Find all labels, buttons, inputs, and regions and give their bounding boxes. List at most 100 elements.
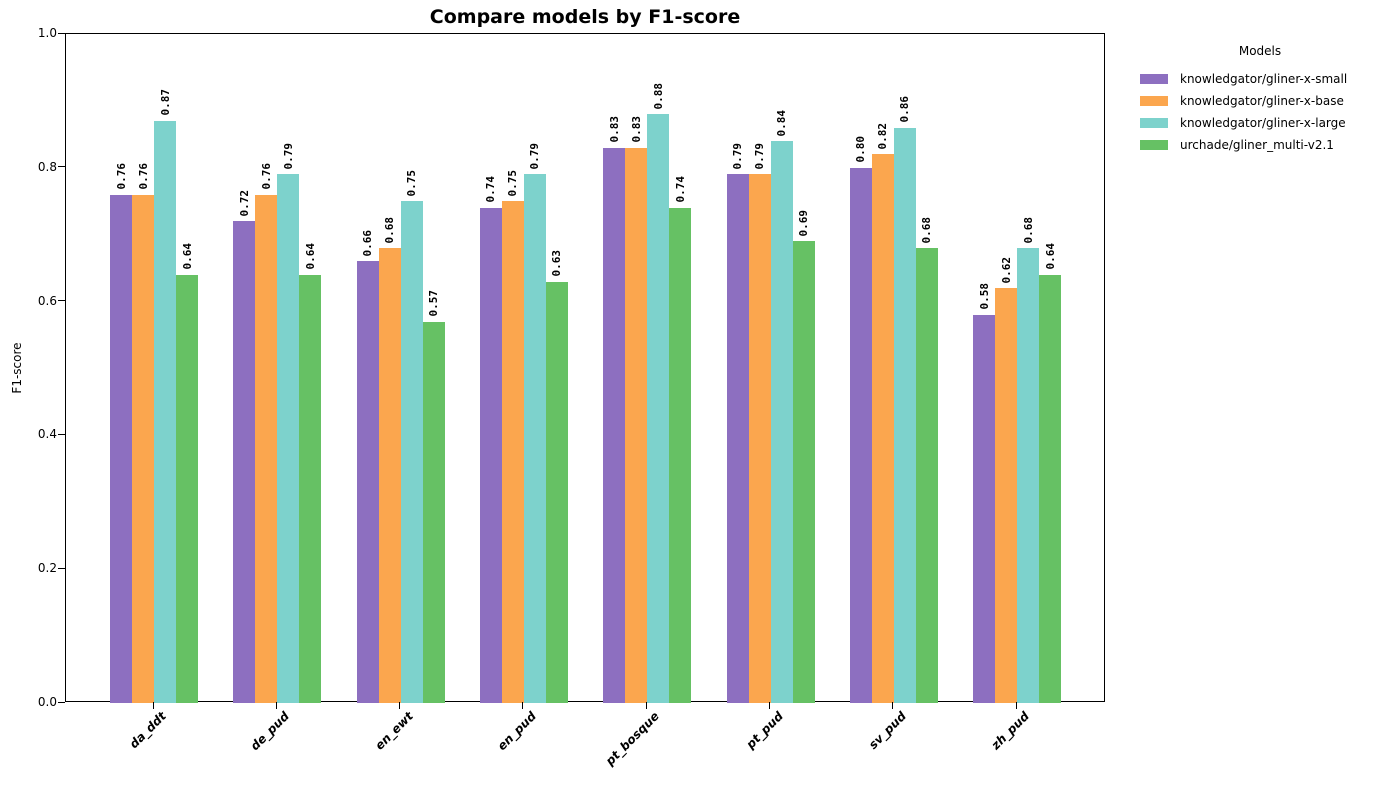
x-tick-label: pt_pud — [743, 709, 786, 752]
x-tick-mark — [645, 702, 647, 709]
bar-value-label: 0.68 — [919, 191, 935, 244]
bar — [625, 147, 648, 703]
x-tick-mark — [275, 702, 277, 709]
bar-value-text: 0.79 — [281, 142, 295, 170]
bar-value-label: 0.66 — [360, 204, 376, 257]
bar-value-text: 0.57 — [427, 290, 441, 317]
bar-value-label: 0.57 — [426, 265, 442, 317]
bar-value-text: 0.72 — [237, 189, 251, 217]
bar-value-label: 0.76 — [135, 138, 151, 190]
bar-value-label: 0.64 — [179, 218, 195, 270]
bar-value-label: 0.76 — [113, 138, 129, 190]
bar-value-label: 0.86 — [897, 71, 913, 123]
bar — [356, 261, 379, 703]
bar-value-text: 0.58 — [977, 283, 991, 310]
bar — [849, 167, 872, 703]
bar — [726, 174, 749, 703]
bar — [871, 154, 894, 703]
y-tick-label: 0.0 — [37, 695, 57, 709]
bar-value-text: 0.69 — [797, 209, 811, 237]
bar-value-label: 0.82 — [875, 97, 891, 150]
y-tick-mark — [58, 567, 65, 569]
bar-value-label: 0.87 — [157, 64, 173, 116]
bar-value-text: 0.68 — [920, 216, 934, 244]
bar-value-text: 0.62 — [999, 256, 1013, 284]
bar — [1039, 274, 1062, 703]
bar-value-label: 0.80 — [853, 111, 869, 163]
legend-entries: knowledgator/gliner-x-small knowledgator/… — [1140, 68, 1380, 156]
bar-value-text: 0.87 — [158, 89, 172, 116]
bar-value-text: 0.63 — [550, 250, 564, 277]
bar-value-text: 0.83 — [607, 116, 621, 143]
bar — [545, 281, 568, 703]
bar-value-label: 0.74 — [483, 151, 499, 203]
legend-entry: urchade/gliner_multi-v2.1 — [1140, 134, 1380, 156]
x-tick-label: sv_pud — [865, 709, 909, 752]
legend-entry-label: knowledgator/gliner-x-large — [1180, 116, 1346, 130]
bar-value-text: 0.80 — [854, 136, 868, 163]
legend-swatch — [1140, 140, 1168, 150]
bar — [647, 114, 670, 703]
bar-value-text: 0.83 — [629, 116, 643, 143]
bar — [995, 288, 1018, 703]
bar-value-label: 0.79 — [527, 117, 543, 170]
legend-entry-label: knowledgator/gliner-x-base — [1180, 94, 1344, 108]
x-tick-label: pt_bosque — [603, 709, 663, 769]
bar — [770, 141, 793, 703]
bar-value-text: 0.66 — [361, 229, 375, 257]
legend-title: Models — [1238, 44, 1282, 58]
legend-swatch — [1140, 74, 1168, 84]
bar — [1017, 248, 1040, 703]
bar-value-text: 0.68 — [383, 216, 397, 244]
bar — [479, 207, 502, 703]
bar-value-text: 0.88 — [651, 82, 665, 110]
legend-swatch — [1140, 118, 1168, 128]
bar — [277, 174, 300, 703]
bar — [255, 194, 278, 703]
y-tick-mark — [58, 300, 65, 302]
x-tick-label: en_pud — [494, 709, 539, 754]
bar-value-label: 0.74 — [672, 151, 688, 203]
x-tick-mark — [399, 702, 401, 709]
bar-value-text: 0.84 — [775, 109, 789, 137]
plot-area: 0.76 0.76 0.87 0.64 0.72 0.76 0.79 0.64 0.66 0.68… — [65, 33, 1105, 703]
legend-entry-label: knowledgator/gliner-x-small — [1180, 72, 1348, 86]
bar-value-label: 0.58 — [976, 258, 992, 310]
bar — [154, 120, 176, 703]
y-axis-label: F1-score — [10, 342, 24, 394]
bar — [233, 221, 256, 703]
bar-value-text: 0.74 — [673, 176, 687, 203]
bar-value-text: 0.82 — [876, 122, 890, 150]
bar — [422, 321, 445, 703]
y-tick-label: 0.6 — [37, 293, 57, 308]
legend-swatch — [1140, 96, 1168, 106]
bar-value-label: 0.69 — [796, 184, 812, 237]
bar-value-label: 0.68 — [382, 191, 398, 244]
bar-value-text: 0.68 — [1021, 216, 1035, 244]
x-tick-mark — [769, 702, 771, 709]
bar — [748, 174, 771, 703]
bar — [110, 194, 132, 703]
bar-value-label: 0.75 — [505, 144, 521, 197]
x-tick-mark — [1015, 702, 1017, 709]
bar-value-label: 0.62 — [998, 231, 1014, 284]
y-tick-mark — [58, 701, 65, 703]
bar-value-text: 0.79 — [528, 142, 542, 170]
legend-entry-label: urchade/gliner_multi-v2.1 — [1180, 138, 1334, 152]
x-tick-label: zh_pud — [988, 709, 1033, 753]
bar-value-label: 0.79 — [280, 117, 296, 170]
bar-value-label: 0.68 — [1020, 191, 1036, 244]
bar-value-text: 0.76 — [114, 163, 128, 190]
legend-entry: knowledgator/gliner-x-large — [1140, 112, 1380, 134]
x-tick-mark — [522, 702, 524, 709]
bar-value-label: 0.88 — [650, 57, 666, 110]
chart-title: Compare models by F1-score — [429, 6, 741, 28]
bar-value-label: 0.79 — [752, 117, 768, 170]
x-tick-label: de_pud — [248, 709, 293, 754]
legend-entry: knowledgator/gliner-x-small — [1140, 68, 1380, 90]
x-tick-label: en_ewt — [371, 709, 416, 753]
y-tick-label: 0.2 — [37, 561, 57, 576]
x-tick-label: da_ddt — [126, 709, 169, 752]
y-tick-label: 0.8 — [37, 159, 57, 174]
bar-value-label: 0.64 — [302, 218, 318, 270]
